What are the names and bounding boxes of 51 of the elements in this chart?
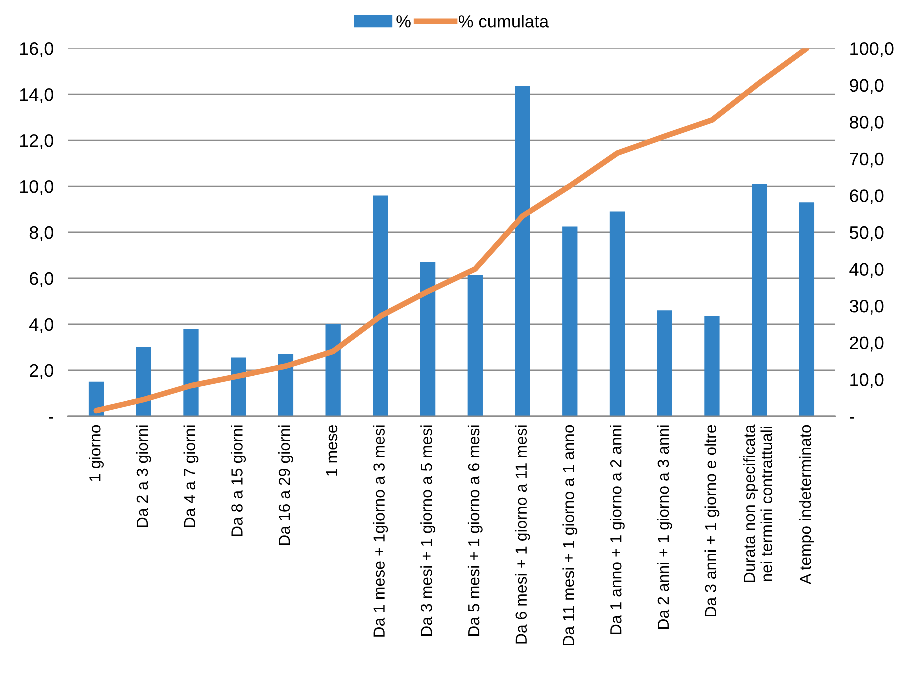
bar (562, 226, 578, 416)
x-tick-label: Da 16 a 29 giorni (278, 426, 294, 546)
bar (326, 324, 341, 416)
y2-tick-label: 80,0 (850, 116, 884, 131)
y-tick-label: 2,0 (30, 364, 54, 380)
x-tick-label: A tempo indeterminato (800, 425, 814, 585)
x-tick-label: Da 8 a 15 giorni (231, 426, 246, 536)
x-tick-label: Da 4 a 7 giorni (184, 426, 199, 528)
legend-label: % (396, 16, 411, 28)
x-tick-label: Da 5 mesi + 1 giorno a 6 mesi (468, 426, 483, 636)
legend-label: % cumulata (458, 15, 550, 28)
x-tick-label: Da 1 anno + 1 giorno a 2 anni (610, 426, 625, 634)
x-tick-label: Da 11 mesi + 1 giorno a 1 anno (562, 425, 578, 646)
bar (799, 202, 815, 416)
bar (657, 310, 672, 416)
bar (752, 184, 768, 416)
y2-tick-label: 90,0 (850, 79, 884, 94)
y2-tick-label: 100,0 (850, 42, 894, 58)
x-tick-label: Da 3 mesi + 1 giorno a 5 mesi (420, 426, 436, 636)
bar (420, 262, 436, 416)
y2-tick-label: - (850, 417, 854, 419)
x-tick-label: 1 mese (326, 425, 338, 476)
bar (184, 329, 199, 416)
bar (136, 347, 152, 416)
y2-tick-label: 50,0 (850, 226, 884, 242)
bar (373, 196, 388, 416)
y2-tick-label: 30,0 (850, 300, 884, 315)
y2-tick-label: 70,0 (850, 152, 884, 168)
y2-tick-label: 60,0 (850, 190, 884, 205)
x-tick-label: Da 6 mesi + 1 giorno a 11 mesi (515, 426, 530, 644)
y2-tick-label: 10,0 (850, 374, 884, 388)
y-tick-label: 4,0 (30, 318, 54, 334)
y2-tick-label: 20,0 (850, 336, 884, 352)
y-tick-label: 16,0 (20, 42, 54, 58)
x-tick-label: Da 2 anni + 1 giorno a 3 anni (657, 426, 672, 629)
x-tick-label: Da 1 mese + 1giorno a 3 mesi (373, 426, 388, 637)
bar (468, 275, 483, 416)
bar (515, 86, 530, 416)
y-tick-label: 8,0 (30, 226, 54, 242)
y2-tick-label: 40,0 (850, 263, 884, 278)
y-tick-label: - (49, 417, 54, 419)
y-tick-label: 10,0 (20, 180, 54, 196)
x-tick-label: Durata non specificata nei termini contrattuali (744, 424, 772, 582)
bar (610, 212, 626, 416)
bar (704, 316, 720, 416)
x-tick-label: Da 2 a 3 giorni (136, 426, 152, 528)
x-tick-label: Da 3 anni + 1 giorno e oltre (704, 425, 720, 617)
y-tick-label: 6,0 (30, 272, 54, 288)
y-tick-label: 14,0 (20, 88, 54, 104)
y-tick-label: 12,0 (20, 134, 54, 150)
x-tick-label: 1 giorno (89, 425, 104, 482)
